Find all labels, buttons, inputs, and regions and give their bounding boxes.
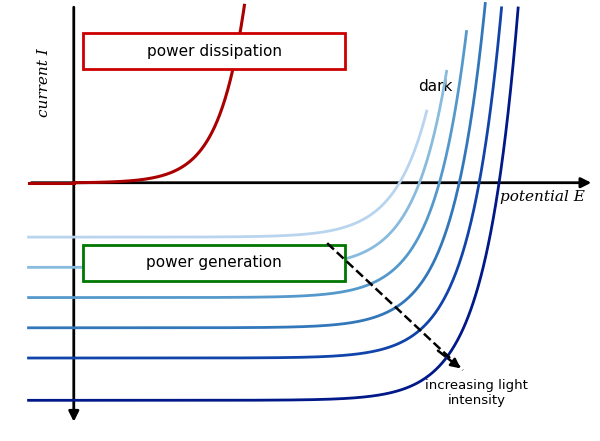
FancyBboxPatch shape xyxy=(83,33,345,69)
Text: increasing light
intensity: increasing light intensity xyxy=(425,379,528,407)
Text: dark: dark xyxy=(418,78,452,93)
Text: current I: current I xyxy=(37,49,51,117)
Text: power dissipation: power dissipation xyxy=(146,44,281,59)
FancyBboxPatch shape xyxy=(83,245,345,281)
Text: potential E: potential E xyxy=(500,190,585,204)
Text: power generation: power generation xyxy=(146,255,282,270)
